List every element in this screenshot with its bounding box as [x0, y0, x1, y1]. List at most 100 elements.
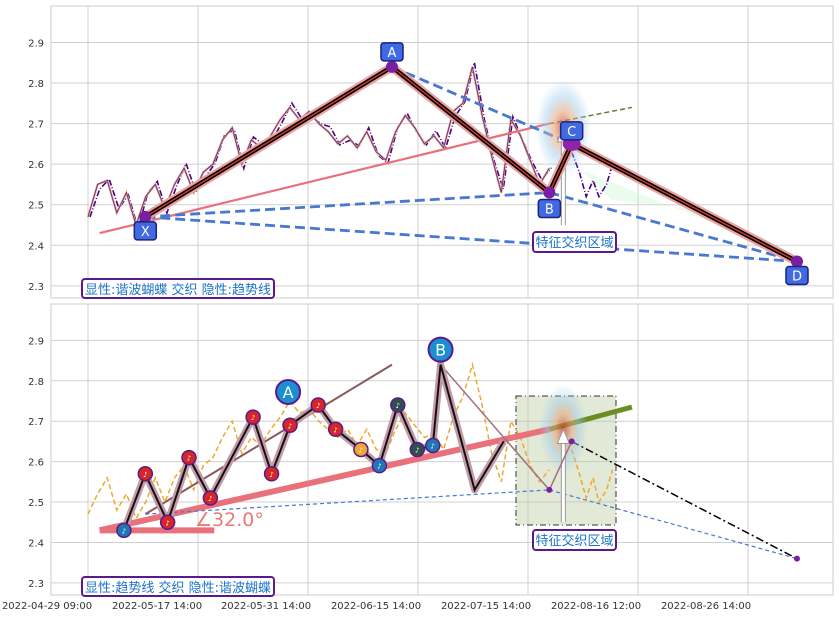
bottom-x-tick-labels: 2022-04-29 09:00 2022-05-17 14:00 2022-05-…	[2, 601, 751, 612]
bottom-y-tick-label: 2.5	[28, 498, 44, 509]
top-label-box-a	[380, 42, 404, 62]
bottom-zigzag-node-glyph: ♪	[288, 422, 292, 430]
bottom-x-tick-label: 2022-08-26 14:00	[661, 601, 751, 612]
bottom-zigzag-node	[371, 457, 388, 474]
bottom-zigzag-node-glyph: ♪	[269, 471, 273, 479]
bottom-zigzag-node-glyph: ♪	[208, 495, 212, 503]
bottom-legend-box: 显性:趋势线 交织 隐性:谐波蝴蝶	[81, 576, 275, 597]
top-leg-inner-BC	[548, 143, 573, 193]
top-price-tail	[570, 151, 614, 200]
bottom-price-tail	[570, 449, 614, 504]
bottom-price-line	[87, 361, 550, 520]
bottom-main-trendline	[98, 426, 550, 534]
top-point-a	[385, 60, 398, 73]
bottom-major-label-b: B	[435, 341, 446, 360]
top-label-a: A	[388, 46, 397, 61]
bottom-zigzag-node	[390, 397, 406, 413]
bottom-zigzag-line	[122, 364, 505, 531]
bottom-y-tick-label: 2.7	[28, 417, 44, 428]
bottom-zigzag-node	[425, 437, 441, 454]
bottom-major-label-a: A	[283, 383, 294, 402]
bottom-zigzag-node-glyph: ♪	[359, 447, 363, 455]
bottom-zigzag-node-glyph: ♪	[431, 442, 435, 450]
bottom-zigzag-node	[181, 449, 197, 466]
top-label-box-b	[537, 198, 562, 219]
bottom-zigzag-node	[245, 409, 261, 425]
bottom-chart-panel: 2.32.42.52.62.72.82.9 2022-04-29 09:00 20…	[2, 303, 834, 612]
top-y-tick-label: 2.5	[28, 201, 44, 212]
bottom-bd-dashed	[549, 489, 798, 560]
bottom-major-label-circle-a	[275, 378, 302, 405]
top-label-d: D	[792, 270, 802, 285]
bottom-zigzag-node	[202, 490, 219, 506]
top-y-tick-label: 2.9	[28, 39, 44, 50]
top-point-b	[543, 186, 556, 199]
bottom-reversal-arrow-head	[556, 428, 571, 444]
bottom-zigzag-node	[137, 466, 154, 482]
bottom-trendlines	[98, 363, 800, 562]
bottom-zigzag-node-glyph: ♪	[396, 402, 400, 410]
top-label-x: X	[141, 225, 150, 240]
top-leg-inner-AB	[391, 66, 550, 194]
bottom-zigzag-node-glyph: ♪	[143, 471, 147, 479]
top-zone-label: 特征交织区域	[535, 235, 613, 251]
bottom-point-d2	[794, 555, 800, 562]
top-plot-area	[50, 5, 834, 299]
bottom-zigzag-node	[159, 514, 176, 530]
bottom-y-tick-label: 2.9	[28, 336, 44, 347]
bottom-zigzag-node-glyph: ♪	[333, 426, 337, 434]
bottom-zigzag-node-glyph: ♪	[165, 519, 169, 527]
top-zone-label-box: 特征交织区域	[532, 231, 617, 253]
top-trend-extension	[549, 106, 633, 125]
top-label-box-x	[133, 221, 158, 241]
bottom-x-tick-label: 2022-04-29 09:00	[2, 601, 92, 612]
bottom-zigzag-node-glyph: ♪	[377, 463, 381, 471]
bottom-legend-text: 显性:趋势线 交织 隐性:谐波蝴蝶	[85, 580, 271, 596]
bottom-price-series	[87, 361, 614, 520]
bottom-y-tick-label: 2.8	[28, 377, 44, 388]
top-legend-box: 显性:谐波蝴蝶 交织 隐性:趋势线	[81, 278, 275, 299]
bottom-upper-channel	[144, 363, 393, 516]
top-butterfly-pattern	[139, 60, 803, 268]
top-y-tick-label: 2.4	[28, 241, 44, 252]
top-bd-dashed	[548, 191, 798, 263]
top-support-trendline	[99, 122, 550, 235]
bottom-x-tick-label: 2022-06-15 14:00	[331, 601, 421, 612]
bottom-x-tick-label: 2022-08-16 12:00	[551, 601, 641, 612]
bottom-zigzag: ♪ ♪ ♪ ♪ ♪ ♪ ♪ ♪ ♪ ♪ ♪ ♪ ♪ ♪ ♪	[116, 361, 507, 539]
top-leg-inner-XA	[144, 66, 393, 218]
bottom-zigzag-node-glyph: ♪	[187, 455, 191, 463]
top-label-c: C	[567, 125, 576, 140]
top-price-line-dashdot	[89, 62, 552, 232]
top-pattern-labels: X A B C D	[133, 42, 809, 286]
top-chart-panel: 2.3 2.4 2.5 2.6 2.7 2.8 2.9 X A B C D 特征交织区域 显性:谐波…	[28, 5, 834, 299]
bottom-x-tick-label: 2022-05-31 14:00	[221, 601, 311, 612]
bottom-y-tick-label: 2.3	[28, 579, 44, 590]
top-label-box-c	[559, 121, 584, 141]
top-ac-dashed	[391, 65, 573, 146]
bottom-xb-dashed	[145, 489, 550, 515]
bottom-pattern-labels: AB	[275, 336, 454, 405]
bottom-zigzag-node-glyph: ♪	[316, 402, 320, 410]
top-grid	[51, 6, 833, 298]
top-point-x	[139, 210, 152, 223]
bottom-x-tick-label: 2022-05-17 14:00	[112, 601, 202, 612]
top-leg-inner-CD	[571, 143, 798, 263]
bottom-point-b2	[546, 486, 553, 493]
bottom-zigzag-node-glyph: ♪	[122, 527, 126, 535]
top-y-tick-label: 2.7	[28, 120, 44, 131]
top-label-box-d	[785, 265, 809, 286]
bottom-cd-dashdot	[571, 440, 798, 560]
bottom-zigzag-node-glyph: ♪	[415, 447, 419, 455]
bottom-angle-label: ∠32.0°	[195, 509, 264, 531]
top-point-d	[791, 255, 803, 268]
top-legend-text: 显性:谐波蝴蝶 交织 隐性:趋势线	[85, 282, 271, 298]
bottom-y-tick-labels: 2.3 2.4 2.5 2.6 2.7 2.8 2.9	[28, 336, 44, 590]
bottom-zigzag-node	[310, 397, 326, 413]
bottom-zone-label: 特征交织区域	[535, 533, 613, 549]
top-xb-dashed	[145, 191, 550, 219]
bottom-zigzag-node-glyph: ♪	[251, 414, 255, 422]
bottom-zigzag-node	[353, 441, 369, 458]
top-y-tick-label: 2.6	[28, 160, 44, 171]
